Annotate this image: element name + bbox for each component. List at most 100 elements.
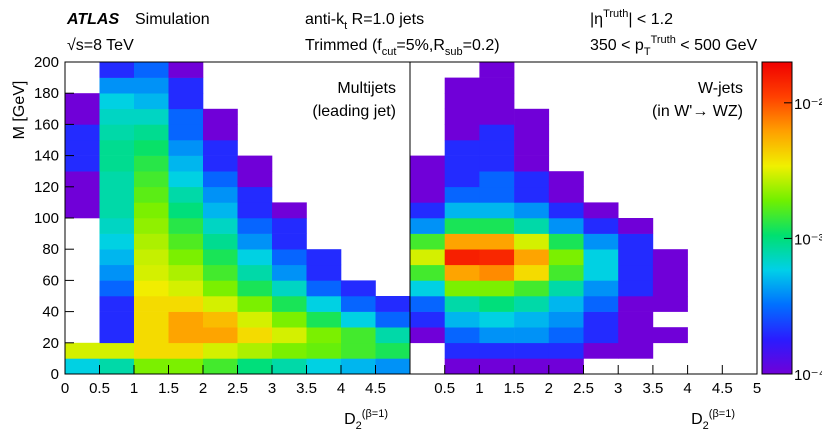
x-tick-label: 4.5 [365,380,386,397]
heat-cell [410,233,445,250]
heat-cell [652,296,688,312]
heat-cell [203,202,238,219]
heat-cell [375,311,411,328]
heat-cell [65,140,100,156]
heat-cell [479,202,515,219]
x-tick-label: 1 [475,380,483,397]
heat-cell [99,342,135,359]
heat-cell [444,233,480,250]
heat-cell [272,218,307,234]
heat-cell [203,358,238,375]
heat-cell [479,155,515,172]
heat-cell [237,202,273,219]
heat-cell [652,249,688,266]
heat-cell [203,264,238,281]
heat-cell [65,108,100,125]
text-part: 2 [703,420,709,432]
text-part: √s=8 TeV [67,37,134,54]
heat-cell [272,311,307,328]
heat-cell [410,186,445,203]
heat-cell [65,171,100,188]
heat-cell [168,77,204,94]
heat-cell [514,264,550,281]
heat-cell [168,124,204,141]
heat-cell [548,296,584,312]
heat-cell [479,77,515,94]
heat-cell [479,108,515,125]
heat-cell [548,202,584,219]
heat-cell [99,233,135,250]
heat-cell [203,233,238,250]
heat-cell [583,296,619,312]
heat-cell [168,108,204,125]
heat-cell [444,124,480,141]
heat-cell [618,311,654,328]
annotation: √s=8 TeV [67,37,134,54]
heat-cell [237,358,273,375]
heat-cell [237,233,273,250]
heat-cell [375,358,411,375]
heat-cell [306,342,342,359]
heat-cell [203,296,238,312]
panel-label: W-jets [698,80,743,97]
x-tick-label: 0.5 [434,380,455,397]
heat-cell [479,93,515,110]
heat-cell [479,233,515,250]
heat-cell [306,264,342,281]
heat-cell [479,124,515,141]
heat-cell [375,342,411,359]
heat-cell [618,342,654,359]
heat-cell [99,311,135,328]
heat-cell [99,218,135,234]
heat-cell [203,218,238,234]
heat-cell [548,358,584,375]
heat-cell [514,140,550,156]
heat-cell [514,249,550,266]
heat-cell [203,155,238,172]
heat-cell [618,264,654,281]
heat-cell [444,264,480,281]
heat-cell [168,296,204,312]
heat-cell [99,186,135,203]
heat-cell [134,249,169,266]
heat-cell [652,280,688,297]
heat-cell [134,77,169,94]
heat-cell [306,296,342,312]
x-tick-label: 3.5 [642,380,663,397]
heat-cell [99,62,135,78]
y-tick-label: 0 [51,366,59,383]
heat-cell [514,342,550,359]
heat-cell [272,233,307,250]
heat-cell [237,155,273,172]
heat-cell [168,186,204,203]
heat-cell [237,264,273,281]
heat-cell [134,202,169,219]
heat-cell [99,93,135,110]
text-part: D [344,411,356,428]
heat-cell [65,358,100,375]
heat-cell [65,93,100,110]
heat-cell [65,342,100,359]
heat-cell [168,140,204,156]
text-part: t [344,20,347,32]
heat-cell [306,358,342,375]
heat-cell [514,280,550,297]
heat-cell [168,358,204,375]
heat-cell [272,358,307,375]
heat-cell [410,280,445,297]
text-part: anti-k [305,11,345,28]
text-part: Truth [603,8,628,20]
heat-cell [618,218,654,234]
heat-cell [272,202,307,219]
heat-cell [134,155,169,172]
heat-cell [272,296,307,312]
heat-cell [134,296,169,312]
heat-cell [410,155,445,172]
x-tick-label: 1.5 [158,380,179,397]
heat-cell [514,202,550,219]
heat-cell [514,171,550,188]
z-tick-label: 10⁻⁴ [794,367,822,384]
heat-cell [134,108,169,125]
text-part: cut [382,46,397,58]
y-tick-label: 20 [42,335,59,352]
